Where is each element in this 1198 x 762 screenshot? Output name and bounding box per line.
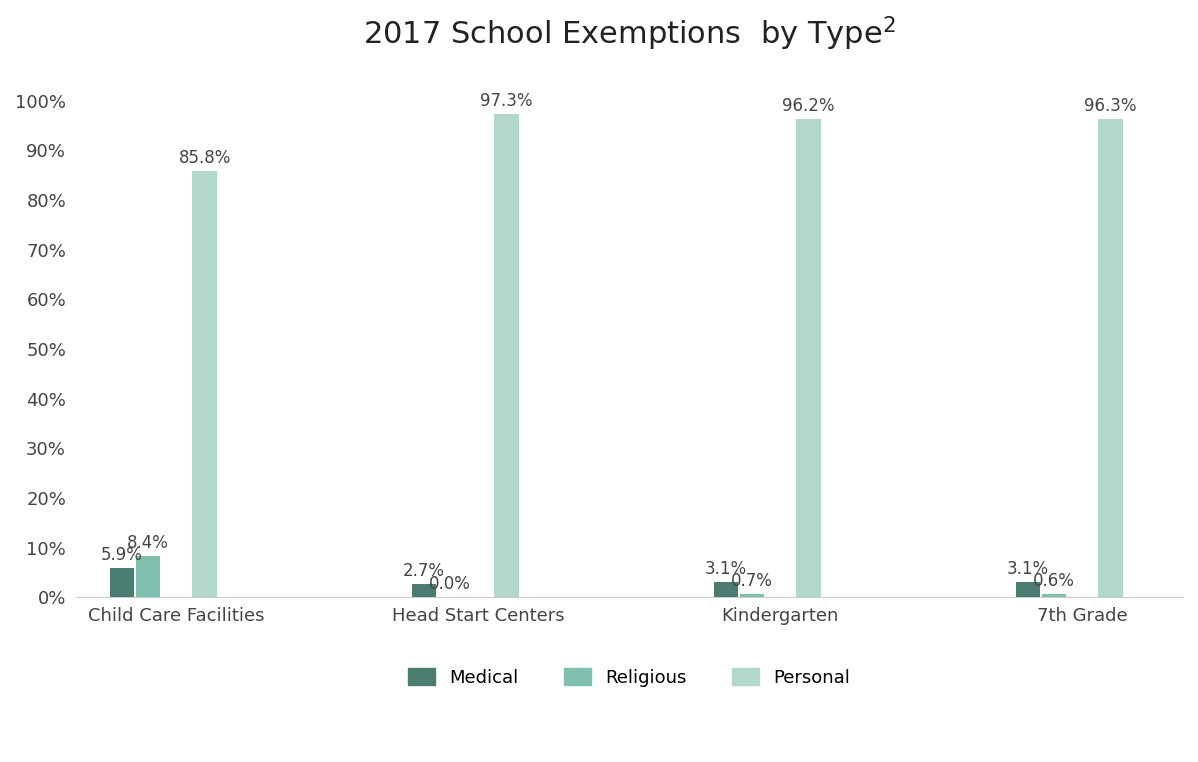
Title: 2017 School Exemptions  by Type$^{2}$: 2017 School Exemptions by Type$^{2}$: [363, 15, 896, 53]
Text: 85.8%: 85.8%: [179, 149, 231, 167]
Text: 97.3%: 97.3%: [480, 92, 533, 110]
Legend: Medical, Religious, Personal: Medical, Religious, Personal: [399, 659, 860, 696]
Text: 3.1%: 3.1%: [1006, 560, 1049, 578]
Text: 3.1%: 3.1%: [704, 560, 748, 578]
Bar: [193, 171, 217, 597]
Bar: [714, 582, 738, 597]
Bar: [797, 120, 821, 597]
Text: 2.7%: 2.7%: [403, 562, 444, 580]
Bar: [412, 584, 436, 597]
Bar: [137, 555, 161, 597]
Bar: [1099, 119, 1123, 597]
Bar: [495, 114, 519, 597]
Text: 0.6%: 0.6%: [1033, 572, 1075, 591]
Bar: [110, 568, 134, 597]
Bar: [1016, 582, 1040, 597]
Text: 0.0%: 0.0%: [429, 575, 471, 594]
Bar: [740, 594, 764, 597]
Text: 8.4%: 8.4%: [127, 533, 169, 552]
Text: 96.3%: 96.3%: [1084, 97, 1137, 115]
Text: 0.7%: 0.7%: [731, 572, 773, 590]
Text: 96.2%: 96.2%: [782, 98, 835, 115]
Bar: [1042, 594, 1066, 597]
Text: 5.9%: 5.9%: [101, 546, 143, 564]
